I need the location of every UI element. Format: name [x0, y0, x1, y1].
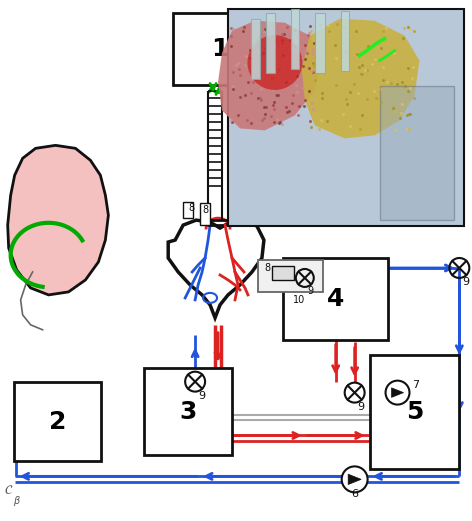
Bar: [291, 9, 299, 69]
Text: 8: 8: [202, 205, 208, 215]
Bar: [266, 13, 275, 72]
Polygon shape: [218, 21, 322, 130]
Text: 4: 4: [327, 287, 345, 311]
Text: $\beta$: $\beta$: [13, 494, 21, 508]
Bar: [379, 85, 455, 220]
Circle shape: [386, 381, 410, 405]
Text: 10: 10: [293, 295, 305, 305]
Text: 7: 7: [413, 380, 420, 390]
Text: 8: 8: [188, 203, 194, 213]
Polygon shape: [348, 474, 361, 485]
Bar: [173, 13, 268, 84]
Bar: [144, 368, 232, 455]
Bar: [200, 203, 210, 225]
Bar: [251, 19, 260, 79]
Bar: [370, 355, 459, 469]
Text: 9: 9: [358, 402, 365, 412]
Bar: [183, 202, 193, 218]
Text: 5: 5: [406, 400, 423, 424]
Circle shape: [342, 466, 368, 492]
Polygon shape: [8, 145, 109, 295]
Polygon shape: [168, 220, 264, 318]
Bar: [272, 266, 294, 280]
Polygon shape: [302, 19, 420, 139]
Text: $\mathcal{C}$: $\mathcal{C}$: [4, 485, 13, 498]
Bar: [341, 11, 349, 70]
Bar: [283, 258, 388, 340]
Bar: [258, 260, 323, 292]
Ellipse shape: [247, 35, 302, 90]
Text: 1: 1: [211, 36, 229, 60]
Bar: [228, 9, 464, 226]
Text: 8: 8: [265, 263, 271, 273]
Text: 9: 9: [198, 391, 205, 401]
Text: 9: 9: [308, 286, 314, 296]
Polygon shape: [392, 388, 404, 398]
Text: 3: 3: [179, 400, 197, 424]
Text: 2: 2: [49, 410, 66, 433]
Text: 6: 6: [351, 489, 358, 499]
Text: 9: 9: [463, 277, 470, 287]
Bar: [14, 382, 101, 462]
Bar: [315, 13, 325, 72]
